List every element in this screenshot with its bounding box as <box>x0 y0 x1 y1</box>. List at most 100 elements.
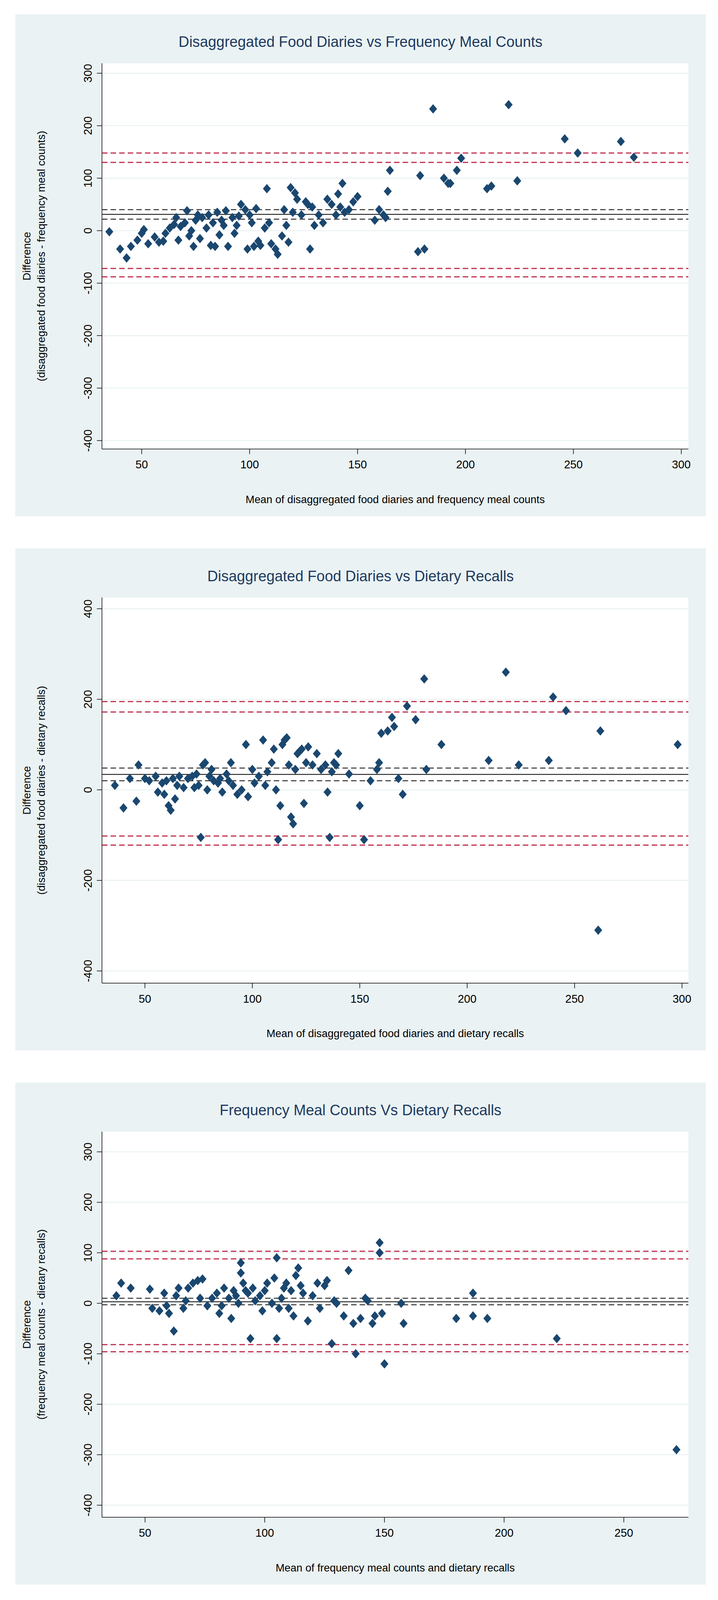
data-point <box>394 773 403 783</box>
data-point <box>245 210 254 220</box>
y-tick <box>96 1150 102 1152</box>
y-axis <box>101 596 103 983</box>
x-tick-label: 200 <box>457 992 477 1005</box>
data-point <box>160 789 169 799</box>
data-point <box>321 759 330 770</box>
x-tick-label: 250 <box>564 457 583 471</box>
data-point <box>561 705 570 715</box>
data-point <box>308 1290 317 1300</box>
data-point <box>302 757 311 767</box>
data-point <box>169 1325 178 1335</box>
chart-root: 50100150200250300-400-300-200-1000100200… <box>0 0 718 1600</box>
data-point <box>420 673 428 684</box>
y-tick-label: 0 <box>81 786 95 793</box>
data-point <box>119 802 128 813</box>
reference-line <box>101 767 689 768</box>
data-point <box>201 757 209 767</box>
x-tick <box>249 448 251 454</box>
x-tick-label: 200 <box>456 457 475 471</box>
x-tick <box>384 1516 385 1522</box>
grid-line <box>101 1503 689 1506</box>
data-point <box>544 755 553 765</box>
x-tick <box>144 982 146 988</box>
data-point <box>236 1257 245 1267</box>
y-tick <box>96 282 102 284</box>
data-point <box>211 241 220 252</box>
x-tick <box>465 448 466 454</box>
data-point <box>383 186 392 196</box>
data-point <box>422 764 431 774</box>
x-tick-label: 50 <box>138 1525 152 1539</box>
data-point <box>504 99 513 110</box>
data-point <box>195 1292 204 1303</box>
grid-line <box>101 334 689 337</box>
data-point <box>224 241 232 252</box>
data-point <box>299 798 308 808</box>
x-tick-label: 250 <box>565 992 585 1005</box>
data-point <box>196 832 205 842</box>
reference-line <box>101 1297 689 1298</box>
data-point <box>292 1270 300 1280</box>
chart-title: Disaggregated Food Diaries vs Dietary Re… <box>207 567 514 585</box>
data-point <box>276 800 285 811</box>
data-point <box>183 205 191 216</box>
x-tick-label: 100 <box>240 457 259 471</box>
data-point <box>304 741 312 752</box>
data-point <box>144 238 152 249</box>
x-tick-label: 150 <box>350 992 369 1005</box>
y-tick-label: 100 <box>81 1242 95 1262</box>
y-axis-label: Difference <box>20 231 33 280</box>
data-point <box>594 924 603 935</box>
data-point <box>344 1264 353 1275</box>
data-point <box>296 1280 305 1290</box>
data-point <box>286 1285 295 1295</box>
y-axis-label: (disaggregated food diaries - dietary re… <box>35 685 48 895</box>
data-point <box>552 1333 561 1343</box>
grid-line <box>101 440 689 442</box>
data-point <box>262 183 271 194</box>
data-point <box>126 773 134 783</box>
y-tick <box>96 440 102 441</box>
data-point <box>483 1313 492 1323</box>
data-point <box>437 739 446 749</box>
y-tick <box>96 1302 102 1304</box>
x-axis-label: Mean of disaggregated food diaries and d… <box>266 1026 524 1039</box>
data-point <box>219 220 228 230</box>
data-point <box>284 1302 293 1313</box>
data-point <box>269 744 278 754</box>
data-point <box>220 1282 229 1293</box>
data-point <box>291 764 300 774</box>
y-axis <box>101 63 103 449</box>
data-point <box>173 780 182 790</box>
data-point <box>377 1307 386 1318</box>
y-tick-label: 200 <box>81 116 95 136</box>
x-tick <box>359 982 361 988</box>
data-point <box>313 1277 322 1288</box>
data-point <box>273 249 282 259</box>
grid-line <box>101 1302 689 1304</box>
x-tick-label: 100 <box>255 1525 275 1539</box>
x-tick-label: 150 <box>375 1525 394 1539</box>
data-point <box>174 235 183 245</box>
data-point <box>232 220 241 230</box>
data-point <box>487 181 496 191</box>
panel: 50100150200250-400-300-200-1000100200300… <box>15 1082 706 1584</box>
data-point <box>194 780 203 790</box>
data-point <box>672 1444 681 1454</box>
data-point <box>267 757 276 767</box>
data-point <box>673 739 682 749</box>
data-point <box>334 748 343 758</box>
reference-line <box>101 844 689 846</box>
x-tick-label: 300 <box>672 992 692 1005</box>
y-tick <box>96 230 102 232</box>
data-point <box>165 1307 173 1318</box>
panel: 50100150200250300-400-300-200-1000100200… <box>15 14 706 517</box>
data-point <box>368 1318 377 1328</box>
data-point <box>325 832 334 842</box>
data-point <box>514 759 523 770</box>
data-point <box>180 217 189 228</box>
data-point <box>175 771 184 781</box>
data-point <box>126 1282 135 1293</box>
data-point <box>306 244 314 254</box>
x-tick <box>681 982 683 988</box>
